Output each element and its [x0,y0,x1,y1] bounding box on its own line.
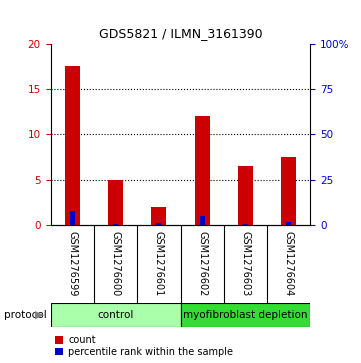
Legend: count, percentile rank within the sample: count, percentile rank within the sample [55,335,233,357]
Title: GDS5821 / ILMN_3161390: GDS5821 / ILMN_3161390 [99,26,262,40]
Bar [108,180,123,225]
Bar [238,166,253,225]
Text: protocol: protocol [4,310,46,320]
Text: GSM1276601: GSM1276601 [154,232,164,297]
Bar [151,207,166,225]
Text: GSM1276603: GSM1276603 [240,232,251,297]
Text: GSM1276599: GSM1276599 [67,231,77,297]
Bar [281,157,296,225]
Text: GSM1276600: GSM1276600 [110,232,121,297]
Bar [200,216,205,225]
Text: control: control [97,310,134,320]
Text: myofibroblast depletion: myofibroblast depletion [183,310,308,320]
Bar [113,224,118,225]
Text: ▶: ▶ [35,310,43,320]
Bar [195,116,210,225]
Bar [51,303,180,327]
Bar [65,66,80,225]
Bar [156,223,161,225]
Bar [180,303,310,327]
Bar [243,224,248,225]
Bar [286,222,291,225]
Text: GSM1276604: GSM1276604 [284,232,294,297]
Text: GSM1276602: GSM1276602 [197,231,207,297]
Bar [70,211,75,225]
